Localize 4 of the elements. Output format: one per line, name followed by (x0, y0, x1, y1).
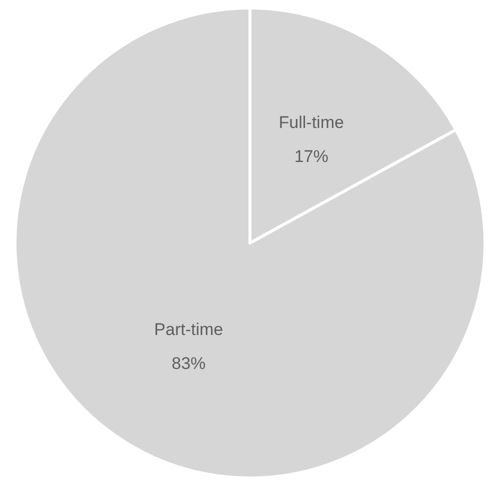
data-label: 17% (294, 146, 328, 166)
slice-label: Full-time (278, 112, 344, 132)
data-label: 83% (172, 354, 206, 374)
slice-label: Part-time (154, 320, 224, 340)
